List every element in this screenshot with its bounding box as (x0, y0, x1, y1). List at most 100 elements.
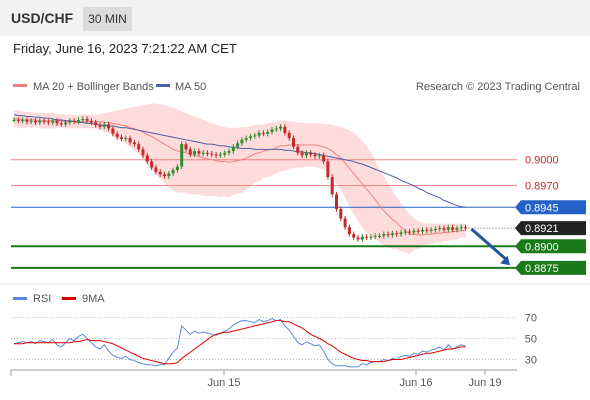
chart-datetime: Friday, June 16, 2023 7:21:22 AM CET (13, 41, 237, 56)
candle-body-63 (283, 126, 287, 133)
rsi-ma-legend-label: 9MA (82, 293, 105, 305)
candle-body-43 (197, 151, 201, 154)
level-tag-4 (515, 239, 586, 254)
level-tag-2 (515, 200, 586, 215)
candle-body-100 (442, 228, 446, 230)
candle-body-20 (98, 125, 102, 127)
candle-body-66 (296, 146, 300, 153)
chart-header: USD/CHF 30 MIN (0, 0, 590, 36)
candle-body-45 (206, 152, 209, 154)
candle-body-98 (433, 228, 437, 230)
x-tick-label-2: Jun 19 (468, 377, 501, 389)
forecast-arrow-shaft (470, 227, 507, 261)
level-tag-5 (515, 260, 586, 275)
candle-body-79 (352, 234, 356, 238)
rsi-tick-label-2: 30 (525, 355, 537, 367)
candle-body-38 (175, 166, 179, 171)
candle-body-56 (253, 135, 257, 137)
candle-body-87 (386, 234, 390, 236)
candle-body-62 (279, 126, 283, 129)
candle-body-93 (412, 230, 416, 233)
candle-body-8 (46, 121, 50, 123)
candle-body-67 (300, 152, 304, 156)
candle-body-74 (330, 177, 334, 195)
level-tag-3 (515, 221, 586, 236)
candle-body-30 (141, 149, 145, 156)
candle-body-89 (395, 233, 399, 235)
candle-body-1 (16, 119, 20, 121)
candle-body-44 (201, 152, 205, 154)
candle-body-37 (171, 170, 175, 174)
x-tick-label-0: Jun 15 (207, 377, 240, 389)
candle-body-25 (120, 137, 123, 139)
candle-body-84 (373, 235, 377, 237)
candle-body-41 (188, 149, 192, 155)
candle-body-78 (347, 227, 351, 235)
candle-body-10 (55, 120, 59, 124)
candle-body-7 (42, 120, 46, 122)
rsi-plot: 70 50 30 (11, 313, 537, 368)
candle-body-61 (274, 128, 278, 130)
candle-body-96 (425, 229, 429, 231)
candle-body-14 (72, 120, 76, 122)
candle-body-90 (399, 232, 403, 235)
candle-body-65 (292, 138, 295, 147)
candle-body-34 (158, 171, 162, 175)
candle-body-59 (266, 132, 270, 134)
candle-body-26 (124, 138, 128, 140)
level-label-0: 0.9000 (525, 155, 559, 167)
candle-body-6 (38, 120, 42, 123)
candle-body-36 (167, 173, 171, 177)
candle-body-75 (335, 194, 338, 210)
candle-body-99 (438, 228, 442, 230)
level-label-5: 0.8875 (525, 263, 559, 275)
candle-body-95 (421, 229, 424, 232)
candle-body-3 (25, 119, 29, 122)
candle-body-47 (214, 154, 218, 156)
timeframe-button[interactable]: 30 MIN (83, 7, 132, 31)
candle-body-55 (249, 136, 252, 139)
rsi-legend-swatch (13, 297, 27, 300)
candle-body-58 (261, 132, 265, 134)
candle-body-76 (339, 209, 343, 219)
candle-body-13 (68, 120, 72, 123)
candle-body-86 (382, 234, 386, 236)
ma20-line (14, 118, 466, 236)
candle-body-52 (236, 143, 240, 147)
level-label-1: 0.8970 (525, 181, 559, 193)
candle-body-73 (326, 161, 330, 178)
candle-body-85 (378, 235, 381, 237)
ma50-legend-label: MA 50 (175, 81, 206, 93)
candle-body-24 (115, 133, 119, 138)
x-tick-label-1: Jun 16 (399, 377, 432, 389)
candle-body-15 (77, 119, 80, 122)
price-plot: 0.9000 0.8970 0.8945 0.8921 0.8900 0.8875 (11, 103, 586, 275)
candle-body-82 (365, 236, 369, 238)
rsi-ma-legend-swatch (62, 297, 76, 300)
level-label-4: 0.8900 (525, 241, 559, 253)
candle-body-32 (150, 161, 154, 168)
rsi-tick-label-1: 50 (525, 334, 537, 346)
candle-body-69 (309, 152, 313, 155)
rsi-tick-label-0: 70 (525, 313, 537, 325)
candle-body-91 (403, 231, 407, 233)
candle-body-53 (240, 139, 244, 144)
rsi-legend-label: RSI (33, 293, 51, 305)
candle-body-83 (369, 236, 373, 238)
candle-body-18 (89, 120, 93, 123)
candle-body-40 (184, 144, 188, 150)
bb-legend-label: MA 20 + Bollinger Bands (33, 81, 154, 93)
candle-body-16 (81, 119, 85, 121)
candle-body-9 (51, 120, 55, 123)
candle-body-49 (223, 152, 227, 155)
candle-body-51 (231, 146, 235, 152)
candle-body-17 (85, 119, 89, 121)
candle-body-68 (304, 152, 308, 156)
candle-body-48 (218, 154, 222, 156)
level-label-3: 0.8921 (525, 223, 559, 235)
ma50-line (13, 114, 466, 208)
candle-body-101 (446, 227, 450, 230)
candle-body-77 (343, 218, 347, 228)
candle-body-94 (416, 230, 420, 232)
